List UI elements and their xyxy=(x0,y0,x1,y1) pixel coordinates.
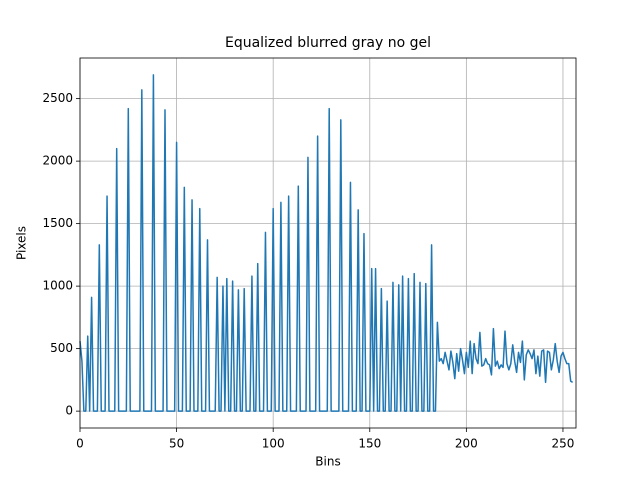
data-line xyxy=(79,74,574,412)
x-tick-label: 100 xyxy=(262,437,285,451)
x-tick-label: 0 xyxy=(76,437,84,451)
y-tick-label: 2500 xyxy=(42,91,73,105)
y-tick-label: 1000 xyxy=(42,279,73,293)
y-axis-label: Pixels xyxy=(15,226,29,260)
y-tick-label: 2000 xyxy=(42,154,73,168)
x-axis-label: Bins xyxy=(315,455,340,469)
y-tick-label: 0 xyxy=(65,404,73,418)
x-tick-label: 150 xyxy=(358,437,381,451)
chart-title: Equalized blurred gray no gel xyxy=(225,35,431,51)
x-tick-label: 200 xyxy=(455,437,478,451)
y-tick-label: 1500 xyxy=(42,216,73,230)
x-tick-label: 50 xyxy=(169,437,184,451)
x-tick-label: 250 xyxy=(552,437,575,451)
y-tick-label: 500 xyxy=(50,341,73,355)
plot-frame xyxy=(79,57,577,429)
